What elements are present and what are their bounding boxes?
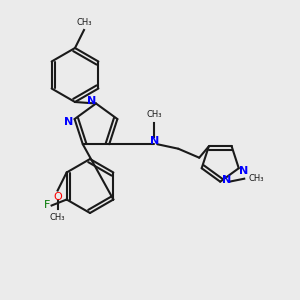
Text: N: N (222, 175, 231, 185)
Text: CH₃: CH₃ (50, 213, 65, 222)
Text: CH₃: CH₃ (76, 18, 92, 27)
Text: CH₃: CH₃ (146, 110, 162, 119)
Text: F: F (44, 200, 50, 211)
Text: CH₃: CH₃ (249, 174, 264, 183)
Text: N: N (64, 117, 73, 127)
Text: O: O (53, 191, 62, 202)
Text: N: N (238, 166, 248, 176)
Text: N: N (87, 95, 96, 106)
Text: N: N (150, 136, 159, 146)
